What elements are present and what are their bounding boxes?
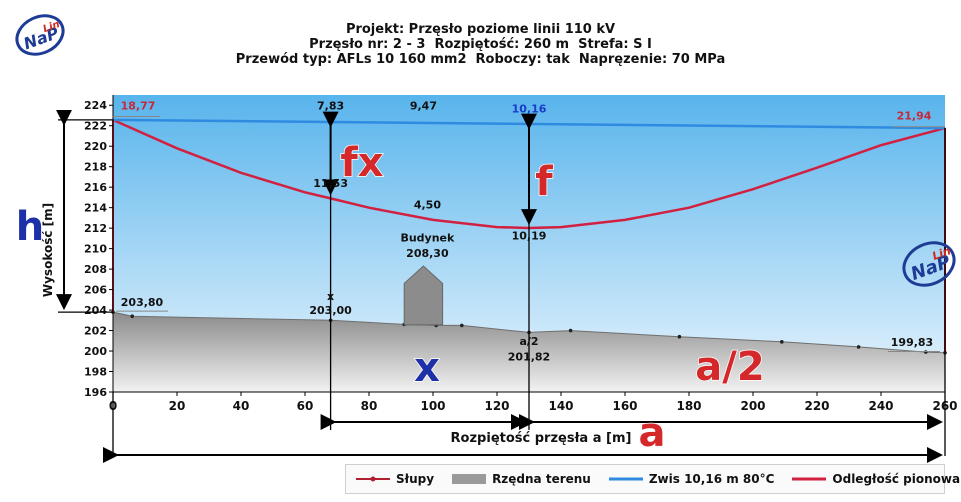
annot-left-top: 18,77 [121,99,156,112]
legend-label-odleglosc: Odległość pionowa 80°C [832,472,961,486]
x-tick-label: 100 [420,399,445,413]
x-tick-label: 240 [868,399,893,413]
y-tick-label: 214 [84,202,107,215]
legend-label-teren: Rzędna terenu [492,472,591,486]
annot-right-ground: 199,83 [891,336,933,349]
chart-legend: Słupy Rzędna terenu Zwis 10,16 m 80°C Od… [345,464,961,494]
y-tick-label: 212 [84,222,107,235]
x-tick-label: 60 [297,399,314,413]
big-label-f: f [535,159,553,205]
annot-x-mid: 11,53 [313,177,348,190]
legend-item-odleglosc: Odległość pionowa 80°C [792,472,961,486]
y-tick-label: 200 [84,345,107,358]
y-tick-label: 218 [84,161,107,174]
y-tick-label: 222 [84,120,107,133]
terrain-point [130,314,134,319]
x-tick-label: 40 [233,399,250,413]
annot-mid-top: 9,47 [410,99,437,112]
terrain-point [924,350,928,354]
chart-header: Projekt: Przęsło poziome linii 110 kV Pr… [0,22,961,67]
annot-right-top: 21,94 [897,110,932,123]
big-label-h: h [16,204,44,250]
annot-a2-ground: 201,82 [508,350,550,363]
terrain-point [460,323,464,328]
y-tick-label: 220 [84,140,107,153]
x-tick-label: 80 [361,399,378,413]
x-tick-label: 200 [740,399,765,413]
terrain-point [780,340,784,344]
y-tick-label: 210 [84,243,107,256]
terrain-point [568,328,573,333]
y-tick-label: 204 [84,304,107,317]
y-tick-label: 196 [84,386,107,399]
x-tick-label: 140 [548,399,573,413]
building-shape [403,265,444,326]
legend-label-zwis: Zwis 10,16 m 80°C [648,472,775,486]
building-height-label: 208,30 [406,247,449,260]
annot-bld-clear: 4,50 [414,199,441,212]
title-line-3: Przewód typ: AFLs 10 160 mm2 Roboczy: ta… [235,52,726,67]
x-tick-label: 180 [676,399,701,413]
legend-item-slupy: Słupy [356,472,434,486]
terrain-point [856,345,861,349]
y-tick-label: 216 [84,181,107,194]
y-tick-label: 208 [84,263,107,276]
y-tick-label: 206 [84,284,107,297]
legend-item-teren: Rzędna terenu [452,472,591,486]
svg-text:Lin: Lin [931,244,953,263]
y-axis-title: Wysokość [m] [41,203,55,297]
annot-a2-label: a/2 [519,335,538,348]
annot-x-top: 7,83 [317,99,344,112]
x-tick-label: 20 [169,399,186,413]
annot-x-label: x [327,290,334,303]
x-tick-label: 220 [804,399,829,413]
annot-x-ground: 203,00 [309,304,352,317]
title-line-1: Projekt: Przęsło poziome linii 110 kV [345,22,616,37]
svg-text:Lin: Lin [42,19,62,35]
brand-logo-top: NaP Lin [15,14,65,56]
big-label-x: x [414,345,440,391]
x-tick-label: 160 [612,399,637,413]
y-tick-label: 224 [84,99,107,112]
annot-sag-low: 10,19 [512,229,547,242]
x-tick-label: 120 [484,399,509,413]
y-tick-label: 202 [84,325,107,338]
conductor-curve [112,118,946,230]
legend-item-zwis: Zwis 10,16 m 80°C [608,472,775,486]
annot-sag-top: 10,16 [512,102,547,115]
title-line-2: Przęsło nr: 2 - 3 Rozpiętość: 260 m Stre… [309,37,652,52]
legend-label-slupy: Słupy [396,472,435,486]
annot-left-ground: 203,80 [121,296,164,309]
big-label-a: a [639,410,666,456]
brand-logo-right: NaP Lin [902,241,956,287]
big-label-a2: a/2 [695,344,764,390]
x-axis-title: Rozpiętość przęsła a [m] [451,431,632,446]
terrain-point [677,334,682,339]
building-label: Budynek [400,231,455,244]
big-label-fx: fx [340,140,383,186]
y-tick-label: 198 [84,366,107,379]
